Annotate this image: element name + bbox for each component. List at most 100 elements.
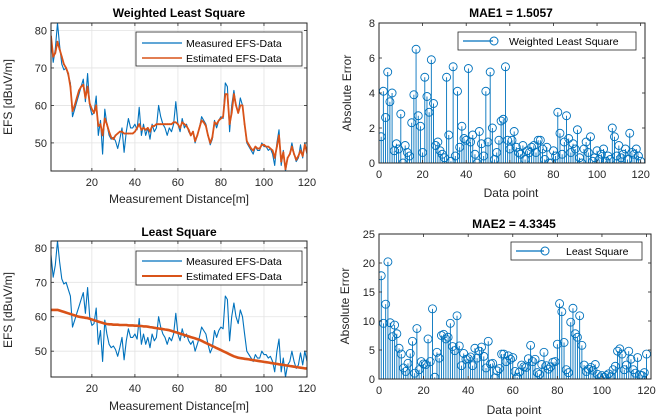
data-point — [97, 320, 100, 323]
data-point — [303, 367, 306, 370]
data-point — [209, 141, 212, 144]
data-point — [286, 156, 289, 159]
stem-marker — [477, 139, 486, 149]
stem-marker — [501, 357, 511, 367]
legend: Measured EFS-Data Estimated EFS-Data — [135, 250, 303, 286]
data-point — [142, 127, 145, 129]
x-tick-label: 80 — [215, 177, 227, 189]
stem-marker — [444, 130, 454, 140]
stem-marker — [461, 135, 471, 145]
legend-box — [457, 31, 637, 51]
data-point — [164, 123, 166, 126]
stem-marker — [639, 368, 649, 378]
data-point — [291, 145, 293, 148]
data-point — [65, 67, 67, 69]
stem-marker — [379, 132, 386, 142]
data-point — [250, 358, 252, 361]
data-point — [67, 312, 70, 315]
stem-marker — [490, 373, 500, 379]
stem-marker — [599, 144, 609, 154]
stem-marker — [625, 128, 635, 138]
data-point — [80, 316, 83, 318]
data-point — [103, 117, 106, 120]
data-point — [230, 112, 233, 114]
legend-marker — [540, 246, 550, 256]
data-point — [80, 85, 83, 88]
stem-marker — [561, 365, 571, 375]
stem-marker — [477, 342, 487, 352]
stem-marker — [465, 352, 475, 362]
data-point — [86, 317, 89, 320]
stem-marker — [526, 340, 536, 350]
data-point — [144, 325, 147, 328]
stem-marker — [389, 146, 399, 156]
x-axis-label: Measurement Distance[m] — [109, 192, 249, 206]
x-tick-label: 80 — [215, 383, 227, 395]
x-tick-label: 60 — [172, 383, 184, 395]
data-point — [146, 127, 149, 129]
data-point — [271, 149, 274, 152]
data-point — [243, 357, 246, 360]
data-point — [278, 134, 280, 137]
data-point — [189, 134, 192, 137]
stem-marker — [546, 362, 556, 372]
stem-marker — [455, 142, 465, 152]
data-point — [146, 325, 149, 328]
tick-labels: 20 40 60 80 100 120 50 60 70 80 — [35, 241, 316, 395]
ls-fit-panel: Least Square 20 40 60 80 100 120 50 60 70 80 Meas… — [1, 225, 316, 413]
data-point — [106, 323, 108, 325]
data-point — [185, 125, 188, 127]
stem-marker — [521, 362, 531, 372]
data-point — [250, 147, 252, 150]
data-point — [136, 127, 138, 129]
stem-marker — [452, 311, 462, 321]
data-point — [172, 121, 175, 124]
data-point — [228, 353, 231, 356]
stem-marker — [463, 354, 473, 364]
stem-marker — [394, 343, 404, 353]
data-point — [181, 121, 184, 124]
data-point — [131, 132, 134, 135]
stem-marker — [454, 341, 464, 351]
stem-marker — [392, 329, 402, 339]
stem-marker — [494, 135, 504, 145]
data-point — [226, 93, 229, 96]
stem-marker — [610, 132, 619, 142]
data-point — [67, 72, 70, 75]
data-point — [58, 48, 61, 51]
stem-marker — [517, 360, 527, 370]
data-point — [256, 147, 259, 150]
data-point — [189, 336, 192, 338]
stem-marker — [612, 151, 622, 161]
stem-marker — [496, 116, 506, 126]
stem-marker — [577, 340, 587, 350]
data-point — [213, 121, 216, 124]
chart-title: MAE1 = 1.5057 — [469, 6, 553, 20]
data-point — [54, 308, 57, 311]
stem-marker — [396, 349, 406, 359]
chart-title: MAE2 = 4.3345 — [472, 217, 556, 231]
data-point — [278, 363, 280, 366]
stem-marker — [539, 347, 549, 357]
stem-marker — [385, 97, 395, 107]
stem-marker — [470, 149, 480, 159]
data-point — [222, 115, 225, 118]
x-tick-label: 100 — [593, 385, 611, 397]
data-point — [166, 123, 169, 126]
axes-box — [378, 233, 652, 380]
stem-marker — [559, 338, 569, 347]
wls-error-panel: MAE1 = 1.5057 0 20 40 60 80 100 120 0 2 4 6 8 Data … — [340, 6, 650, 200]
data-point — [295, 366, 298, 368]
stem-marker — [383, 257, 393, 267]
y-tick-label: 5 — [369, 345, 375, 357]
stem-marker — [523, 354, 533, 364]
data-point — [299, 149, 302, 152]
x-tick-label: 80 — [551, 385, 563, 397]
y-tick-label: 70 — [35, 277, 47, 289]
stem-marker — [410, 368, 420, 378]
data-point — [125, 132, 128, 135]
data-point — [101, 322, 104, 324]
stem-marker — [613, 346, 623, 356]
stem-marker — [472, 353, 482, 363]
data-point — [181, 333, 184, 336]
